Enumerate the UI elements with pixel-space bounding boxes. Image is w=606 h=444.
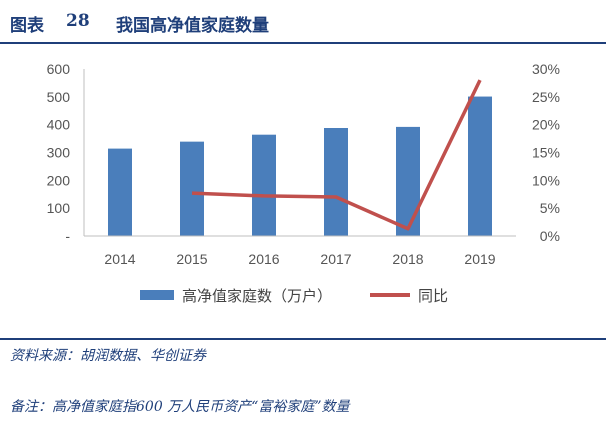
left-tick-label: 600 [47,61,71,77]
figure-number: 28 [66,11,90,31]
right-tick-label: 5% [540,200,560,216]
right-axis: 0% 5% 10% 15% 20% 25% 30% [532,61,560,244]
right-tick-label: 10% [532,172,560,188]
left-tick-label: 100 [47,200,71,216]
figure-title: 我国高净值家庭数量 [116,16,269,36]
legend-bar-swatch [140,290,174,300]
remark-note: 备注：高净值家庭指600 万人民币资产“富裕家庭”数量 [10,399,350,415]
source-note: 资料来源：胡润数据、华创证券 [10,348,206,364]
line-series [191,79,482,231]
left-axis: - 100 200 300 400 500 600 [47,61,71,244]
right-tick-label: 30% [532,61,560,77]
x-tick-label: 2019 [464,251,495,267]
bar [108,148,132,236]
left-tick-label: 200 [47,172,71,188]
bar [324,128,348,236]
figure-header: 图表 28 我国高净值家庭数量 [0,0,606,44]
footer-divider [0,338,606,340]
left-tick-label: - [65,228,70,244]
legend-bar-label: 高净值家庭数（万户） [182,287,332,305]
x-tick-labels: 2014 2015 2016 2017 2018 2019 [104,251,495,267]
x-tick-label: 2014 [104,251,135,267]
x-tick-label: 2015 [176,251,207,267]
legend-line-label: 同比 [418,287,448,305]
bar-series [108,96,492,237]
bar [396,126,420,236]
left-tick-label: 400 [47,117,71,133]
right-tick-label: 20% [532,117,560,133]
bar [180,141,204,236]
x-tick-label: 2017 [320,251,351,267]
figure-label: 图表 [10,16,44,36]
yoy-line [191,79,482,231]
right-tick-label: 25% [532,89,560,105]
legend: 高净值家庭数（万户） 同比 [140,287,448,305]
x-tick-label: 2018 [392,251,423,267]
right-tick-label: 0% [540,228,560,244]
left-tick-label: 500 [47,89,71,105]
right-tick-label: 15% [532,145,560,161]
x-tick-label: 2016 [248,251,279,267]
bar [468,96,492,237]
left-tick-label: 300 [47,145,71,161]
bar [252,134,276,236]
